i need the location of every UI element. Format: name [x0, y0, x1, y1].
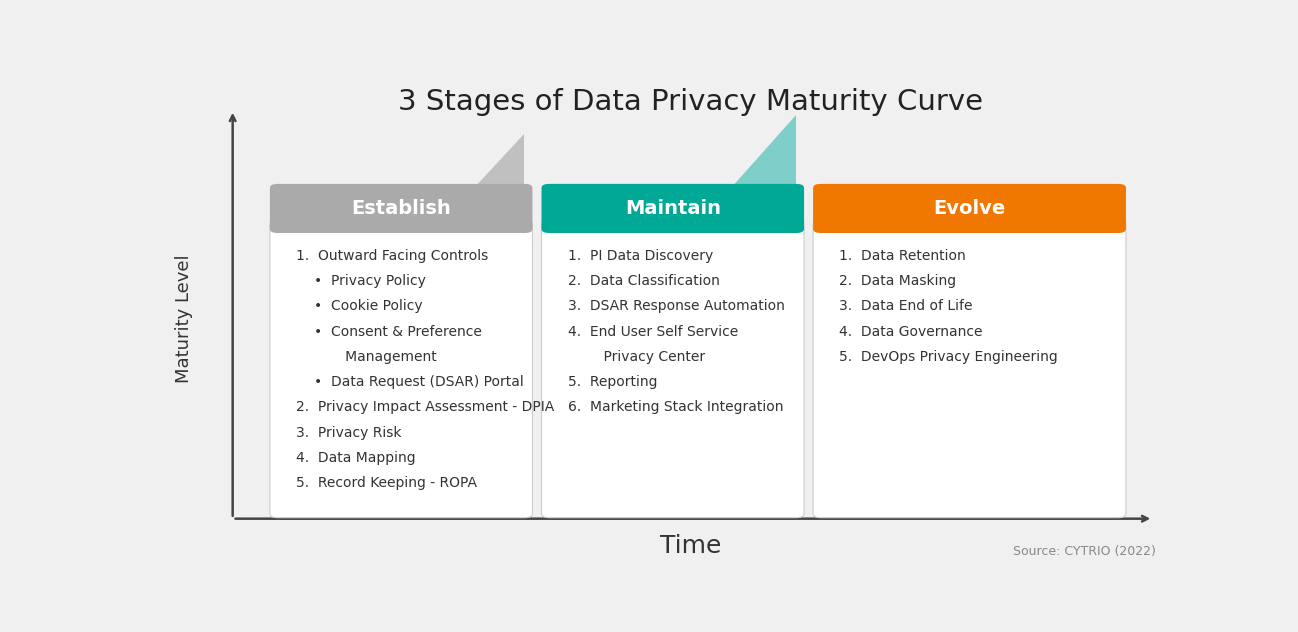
Text: 2.  Data Masking: 2. Data Masking [840, 274, 957, 288]
Text: 3 Stages of Data Privacy Maturity Curve: 3 Stages of Data Privacy Maturity Curve [398, 88, 983, 116]
Text: 1.  Data Retention: 1. Data Retention [840, 248, 966, 263]
FancyBboxPatch shape [270, 184, 532, 233]
Text: 3.  Data End of Life: 3. Data End of Life [840, 299, 972, 313]
Text: 3.  Privacy Risk: 3. Privacy Risk [296, 426, 401, 440]
Text: Time: Time [659, 533, 722, 557]
FancyBboxPatch shape [541, 184, 803, 233]
Text: 4.  Data Mapping: 4. Data Mapping [296, 451, 415, 465]
Text: •  Cookie Policy: • Cookie Policy [314, 299, 423, 313]
Text: •  Data Request (DSAR) Portal: • Data Request (DSAR) Portal [314, 375, 524, 389]
FancyBboxPatch shape [270, 221, 532, 518]
Text: Privacy Center: Privacy Center [585, 350, 705, 364]
Text: 6.  Marketing Stack Integration: 6. Marketing Stack Integration [567, 401, 783, 415]
Text: 5.  Reporting: 5. Reporting [567, 375, 657, 389]
FancyBboxPatch shape [813, 184, 1125, 233]
Text: •  Privacy Policy: • Privacy Policy [314, 274, 426, 288]
Text: 5.  DevOps Privacy Engineering: 5. DevOps Privacy Engineering [840, 350, 1058, 364]
Text: 4.  Data Governance: 4. Data Governance [840, 324, 983, 339]
Text: 2.  Privacy Impact Assessment - DPIA: 2. Privacy Impact Assessment - DPIA [296, 401, 554, 415]
Text: Management: Management [332, 350, 437, 364]
Text: Maintain: Maintain [624, 199, 720, 218]
Text: Maturity Level: Maturity Level [175, 255, 193, 384]
Polygon shape [731, 115, 796, 188]
Text: 5.  Record Keeping - ROPA: 5. Record Keeping - ROPA [296, 477, 478, 490]
Text: 1.  Outward Facing Controls: 1. Outward Facing Controls [296, 248, 488, 263]
Text: 3.  DSAR Response Automation: 3. DSAR Response Automation [567, 299, 784, 313]
Text: 4.  End User Self Service: 4. End User Self Service [567, 324, 737, 339]
Polygon shape [474, 134, 524, 188]
Text: Establish: Establish [352, 199, 450, 218]
FancyBboxPatch shape [541, 221, 803, 518]
Text: Evolve: Evolve [933, 199, 1006, 218]
FancyBboxPatch shape [813, 221, 1125, 518]
Text: 2.  Data Classification: 2. Data Classification [567, 274, 719, 288]
Text: •  Consent & Preference: • Consent & Preference [314, 324, 482, 339]
Text: 1.  PI Data Discovery: 1. PI Data Discovery [567, 248, 713, 263]
Text: Source: CYTRIO (2022): Source: CYTRIO (2022) [1014, 545, 1157, 557]
